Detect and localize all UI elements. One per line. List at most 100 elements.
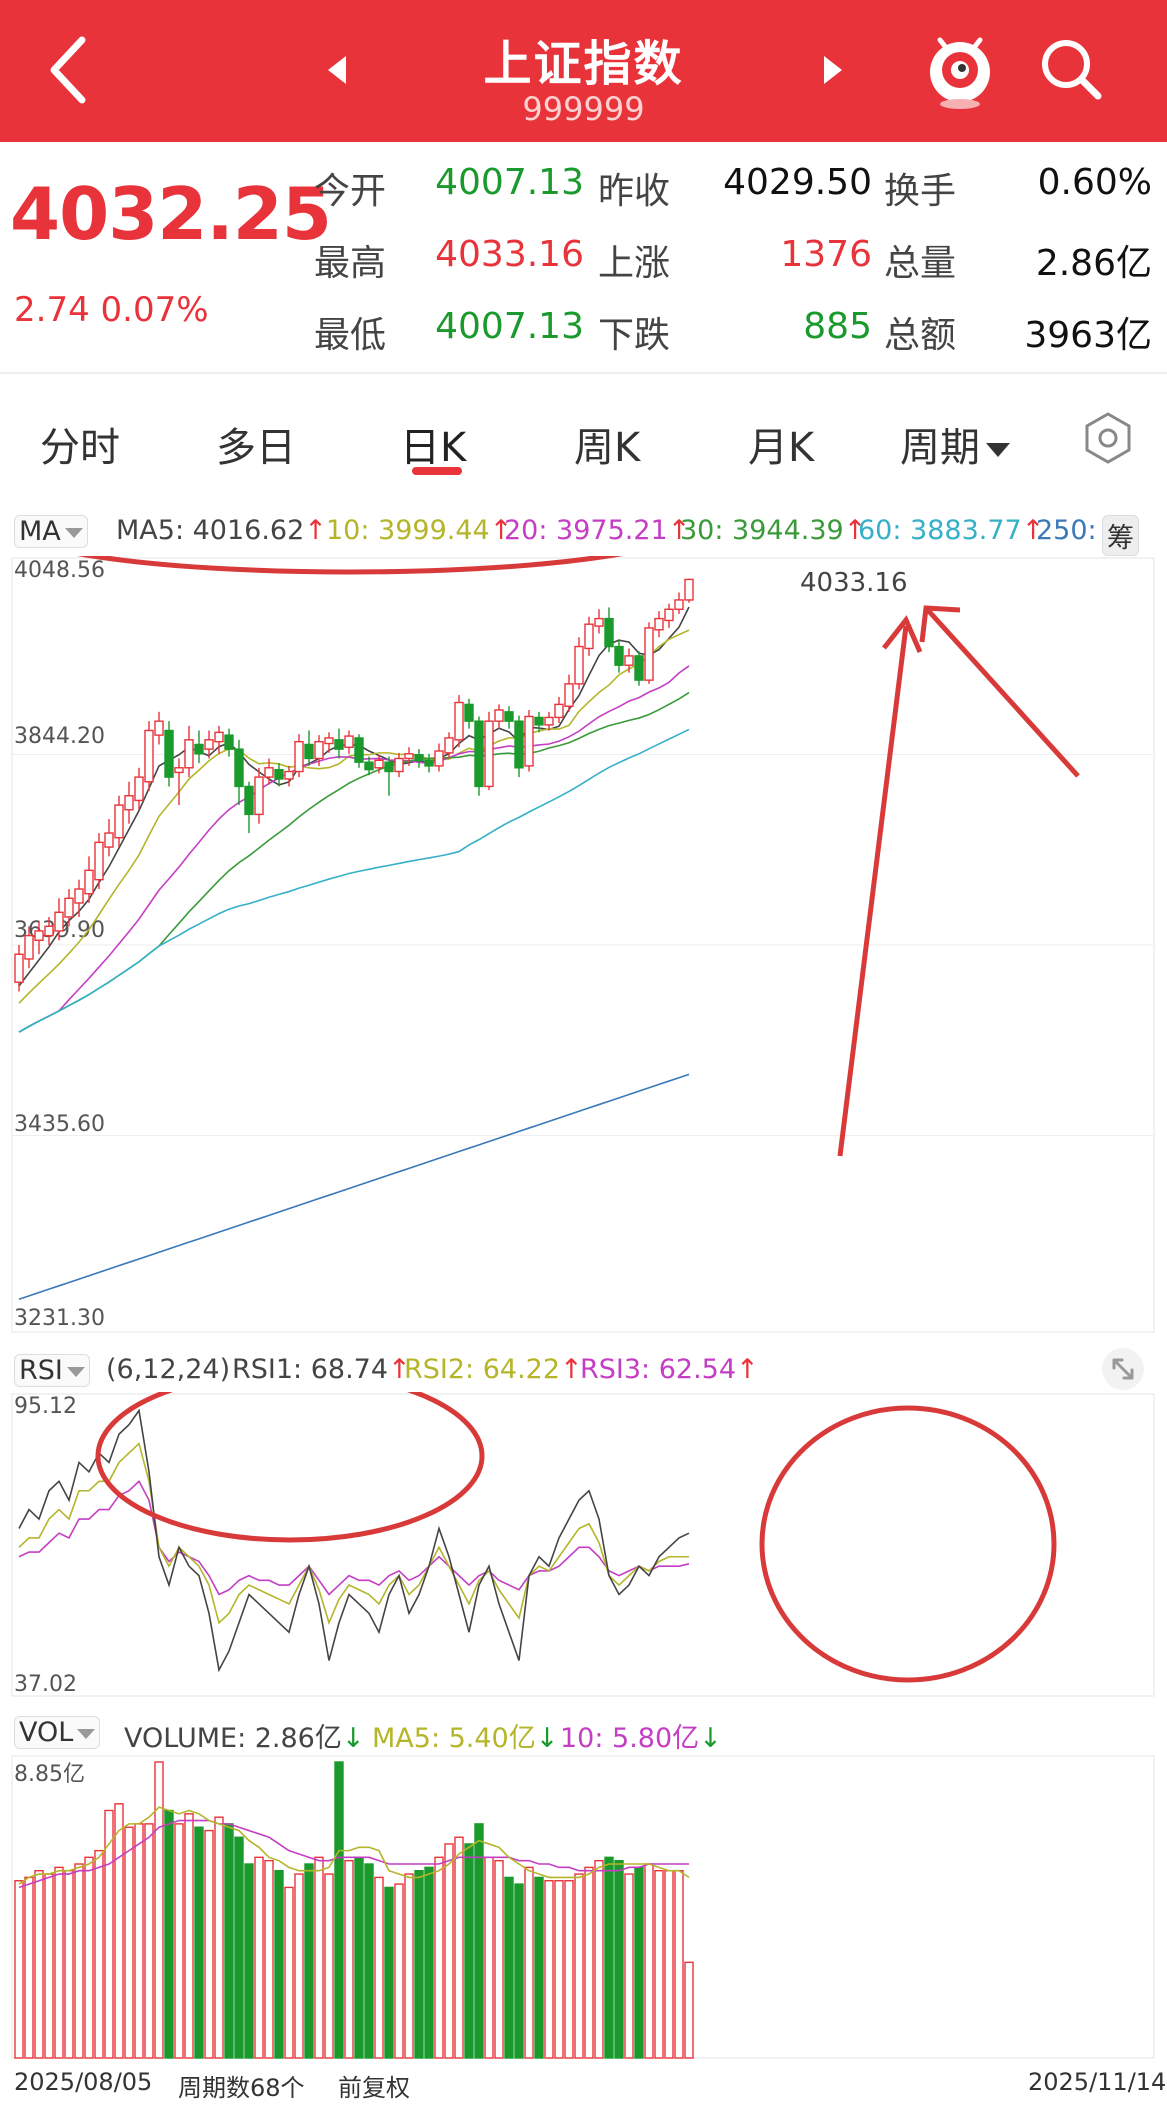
ma10-text: 10: 3999.44 bbox=[326, 515, 490, 546]
page-title: 上证指数 bbox=[483, 36, 684, 92]
back-arrow-icon[interactable] bbox=[40, 30, 100, 110]
start-date: 2025/08/05 bbox=[14, 2068, 153, 2096]
volume-bar bbox=[684, 1961, 694, 2059]
candle-body bbox=[304, 743, 314, 760]
volume-bar bbox=[74, 1863, 84, 2059]
candle-body bbox=[404, 753, 414, 760]
candle-body bbox=[494, 709, 504, 722]
tab-period-dropdown[interactable]: 周期 bbox=[900, 415, 1010, 473]
volume-bar bbox=[64, 1870, 74, 2059]
candle-body bbox=[374, 759, 384, 769]
vol-selector-label: VOL bbox=[19, 1717, 74, 1748]
expand-icon[interactable] bbox=[1100, 1346, 1146, 1392]
rsi-indicator-row: RSI (6,12,24) RSI1: 68.74↑ RSI2: 64.22↑ … bbox=[0, 1342, 1167, 1396]
volume-bar bbox=[394, 1883, 404, 2059]
volume-bar bbox=[204, 1829, 214, 2059]
tab-daily-k[interactable]: 日K bbox=[400, 425, 467, 471]
candle-body bbox=[614, 645, 624, 666]
vol-ma5-value: MA5: 5.40亿↓ bbox=[372, 1716, 558, 1755]
candlestick-chart[interactable] bbox=[0, 556, 1167, 1336]
candle-body bbox=[344, 735, 354, 748]
annotation-arrow bbox=[924, 606, 1080, 778]
next-stock-icon[interactable] bbox=[818, 50, 848, 90]
volume-bar bbox=[154, 1761, 164, 2059]
volume-bar bbox=[24, 1876, 34, 2059]
change-percent: 0.07% bbox=[100, 290, 209, 330]
candle-body bbox=[514, 720, 524, 769]
volume-bar bbox=[404, 1873, 414, 2059]
chip-distribution-button[interactable]: 筹 bbox=[1102, 515, 1139, 556]
rsi1-value: RSI1: 68.74↑ bbox=[232, 1354, 411, 1385]
divider bbox=[0, 372, 1167, 374]
candle-body bbox=[284, 770, 294, 780]
ma5-value: MA5: 4016.62↑ bbox=[116, 515, 327, 546]
tab-weekly-k[interactable]: 周K bbox=[574, 425, 641, 471]
up-arrow-icon: ↑ bbox=[304, 515, 327, 546]
candle-body bbox=[104, 832, 114, 848]
volume-bar bbox=[354, 1856, 364, 2059]
vol-selector[interactable]: VOL bbox=[14, 1716, 101, 1749]
volume-bar bbox=[34, 1870, 44, 2059]
candle-body bbox=[14, 953, 24, 983]
vol-ma10-line bbox=[18, 1819, 689, 1889]
candle-body bbox=[354, 737, 364, 763]
candle-body bbox=[64, 897, 74, 918]
candle-body bbox=[114, 804, 124, 839]
chevron-down-icon bbox=[66, 1366, 85, 1377]
volume-bar bbox=[284, 1886, 294, 2059]
search-icon[interactable] bbox=[1036, 34, 1106, 104]
candle-body bbox=[604, 617, 614, 648]
ma-indicator-row: MA MA5: 4016.62↑ 10: 3999.44↑ 20: 3975.2… bbox=[0, 503, 1167, 557]
price-axis-label: 3844.20 bbox=[14, 724, 105, 749]
rsi2-text: RSI2: 64.22 bbox=[404, 1354, 561, 1385]
chevron-down-icon bbox=[77, 1728, 96, 1739]
candle-body bbox=[624, 655, 634, 666]
volume-bar bbox=[174, 1823, 184, 2059]
candle-body bbox=[574, 645, 584, 685]
low-label: 最低 bbox=[314, 315, 387, 356]
last-price: 4032.25 bbox=[10, 172, 332, 256]
rsi3-text: RSI3: 62.54 bbox=[580, 1354, 737, 1385]
candle-body bbox=[544, 716, 554, 726]
candle-body bbox=[154, 720, 164, 736]
volume-bar bbox=[224, 1823, 234, 2059]
candle-body bbox=[164, 729, 174, 778]
tab-intraday[interactable]: 分时 bbox=[40, 425, 120, 471]
rsi-selector[interactable]: RSI bbox=[14, 1354, 90, 1387]
volume-bar bbox=[164, 1809, 174, 2059]
mascot-icon[interactable] bbox=[922, 26, 998, 110]
volume-value: 2.86亿 bbox=[1035, 243, 1152, 284]
vol-ma5-line bbox=[18, 1806, 690, 1885]
volume-bar bbox=[244, 1863, 254, 2059]
volume-bar bbox=[604, 1856, 614, 2059]
decliners-value: 885 bbox=[803, 306, 872, 347]
prev-close-value: 4029.50 bbox=[723, 162, 872, 203]
volume-bar bbox=[434, 1856, 444, 2059]
ma10-line bbox=[18, 629, 690, 1004]
candle-body bbox=[74, 888, 84, 904]
candle-body bbox=[24, 934, 34, 960]
rsi-chart[interactable] bbox=[0, 1392, 1167, 1702]
volume-bar bbox=[424, 1866, 434, 2059]
volume-bar bbox=[504, 1876, 514, 2059]
down-arrow-icon: ↓ bbox=[341, 1723, 365, 1754]
candle-body bbox=[594, 617, 604, 627]
volume-bar bbox=[274, 1870, 284, 2059]
ma-selector[interactable]: MA bbox=[14, 515, 88, 548]
tab-monthly-k[interactable]: 月K bbox=[748, 425, 815, 471]
candle-body bbox=[224, 734, 234, 750]
adjust-mode[interactable]: 前复权 bbox=[338, 2074, 410, 2102]
high-label: 最高 bbox=[314, 243, 387, 284]
volume-bar bbox=[344, 1859, 354, 2059]
volume-chart[interactable] bbox=[0, 1754, 1167, 2064]
high-value: 4033.16 bbox=[435, 234, 584, 275]
volume-bar bbox=[144, 1823, 154, 2059]
candle-body bbox=[44, 925, 54, 937]
volume-bar bbox=[444, 1843, 454, 2059]
candle-body bbox=[554, 703, 564, 719]
open-label: 今开 bbox=[314, 171, 387, 212]
volume-bar bbox=[294, 1873, 304, 2059]
tab-multi-day[interactable]: 多日 bbox=[216, 425, 296, 471]
settings-hexagon-icon[interactable] bbox=[1080, 410, 1136, 466]
previous-stock-icon[interactable] bbox=[322, 50, 352, 90]
